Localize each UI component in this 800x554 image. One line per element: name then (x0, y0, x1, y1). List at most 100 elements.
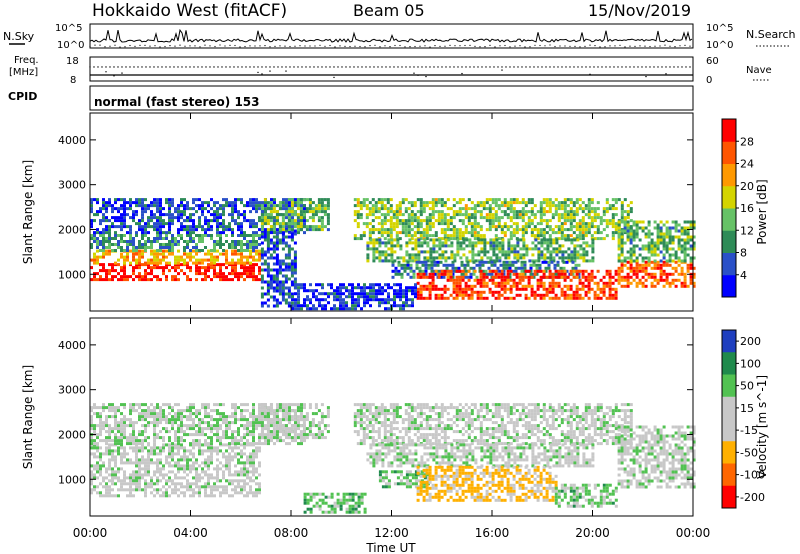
nave-dot (309, 66, 311, 68)
nsearch-dot (559, 45, 561, 47)
nsearch-dot (104, 46, 106, 48)
nave-dot (581, 66, 583, 68)
nave-dot (433, 66, 435, 68)
colorbar-swatch (722, 230, 736, 253)
nave-dot (157, 66, 159, 68)
nave-dot (213, 66, 215, 68)
nave-dot (229, 66, 231, 68)
nave-dot (649, 66, 651, 68)
noise-tick-lo-left: 10^0 (57, 40, 84, 51)
nave-dot (429, 66, 431, 68)
nave-dot (193, 66, 195, 68)
nave-dot (405, 66, 407, 68)
noise-trace (89, 28, 693, 48)
nave-dot (493, 66, 495, 68)
noise-tick-lo-right: 10^0 (706, 40, 733, 51)
nsearch-dot (159, 46, 161, 48)
nave-dot (677, 66, 679, 68)
nave-dot (301, 66, 303, 68)
nave-dot (465, 66, 467, 68)
colorbar-frame (721, 329, 737, 509)
nsearch-dot (489, 44, 491, 47)
nave-dot (517, 66, 519, 68)
nave-dot (205, 66, 207, 68)
nave-dot (353, 66, 355, 68)
nsearch-dot (94, 44, 96, 46)
nsearch-dot (194, 45, 196, 47)
nave-dot (445, 66, 447, 68)
nave-dot (197, 66, 199, 68)
nave-dot (377, 66, 379, 68)
nsearch-dot (674, 46, 676, 48)
nave-dot (417, 74, 419, 76)
nsearch-dot (99, 44, 101, 46)
nave-dot (417, 66, 419, 68)
nave-dot (153, 66, 155, 68)
cpid-label: CPID (8, 90, 37, 103)
nave-dot (569, 66, 571, 68)
power-colorbar-label: Power [dB] (755, 179, 769, 244)
nave-dot (605, 66, 607, 68)
nsearch-dot (549, 44, 551, 46)
noise-tick-hi-left: 10^5 (55, 23, 82, 34)
colorbar-swatch (722, 119, 736, 142)
y-tick-label: 2000 (58, 223, 86, 236)
y-tick-label: 1000 (58, 473, 86, 486)
nsearch-dot (424, 45, 426, 47)
nave-dot (89, 66, 91, 68)
nave-dot (393, 66, 395, 68)
colorbar-swatch (722, 441, 736, 464)
nsearch-dot (114, 44, 116, 46)
nave-dot (333, 76, 335, 79)
nave-dot (589, 73, 591, 76)
nave-dot (161, 66, 163, 68)
heatmap-region (90, 263, 261, 282)
nsearch-dot (634, 45, 636, 48)
nave-dot (565, 66, 567, 68)
nave-dot (481, 66, 483, 68)
freq-panel-frame (89, 56, 694, 82)
nave-dot (145, 66, 147, 68)
nsearch-dot (139, 44, 141, 47)
nave-dot (413, 66, 415, 68)
nave-dot (461, 72, 463, 75)
nsearch-dot (409, 46, 411, 48)
heatmap-region (554, 483, 618, 508)
nsearch-dot (124, 46, 126, 48)
nave-dot (409, 66, 411, 68)
nsearch-dot (594, 45, 596, 47)
nsearch-dot (429, 46, 431, 48)
heatmap-region (260, 229, 297, 308)
nave-dot (537, 66, 539, 68)
nsearch-dot (619, 44, 621, 46)
nsearch-dot (324, 45, 326, 47)
nsearch-dot (299, 45, 301, 47)
nave-dot (449, 66, 451, 68)
nave-dot (425, 75, 427, 78)
nsearch-dot (119, 46, 121, 48)
heatmap-region (260, 403, 330, 440)
nave-dot (125, 66, 127, 68)
nsearch-dot (234, 44, 236, 47)
nsearch-dot (109, 45, 111, 47)
nave-dot (621, 66, 623, 68)
freq-tick-hi: 18 (66, 56, 79, 67)
colorbar-tick-label: 8 (740, 247, 747, 260)
nave-dot (329, 66, 331, 68)
nsearch-dot (379, 46, 381, 48)
nave-dot (261, 66, 263, 68)
nave-dot (297, 66, 299, 68)
nave-dot (265, 66, 267, 68)
nsearch-dot (134, 45, 136, 48)
date-title: 15/Nov/2019 (588, 1, 691, 20)
nave-dot (121, 66, 123, 68)
nave-dot (473, 66, 475, 68)
nave-dot (381, 66, 383, 68)
nsearch-dot (689, 45, 691, 47)
nave-dot (149, 66, 151, 68)
nsearch-dot (274, 45, 276, 48)
nsearch-dot (189, 45, 191, 47)
colorbar-tick-label: 4 (740, 269, 747, 282)
radar-title: Hokkaido West (fitACF) (92, 1, 287, 21)
